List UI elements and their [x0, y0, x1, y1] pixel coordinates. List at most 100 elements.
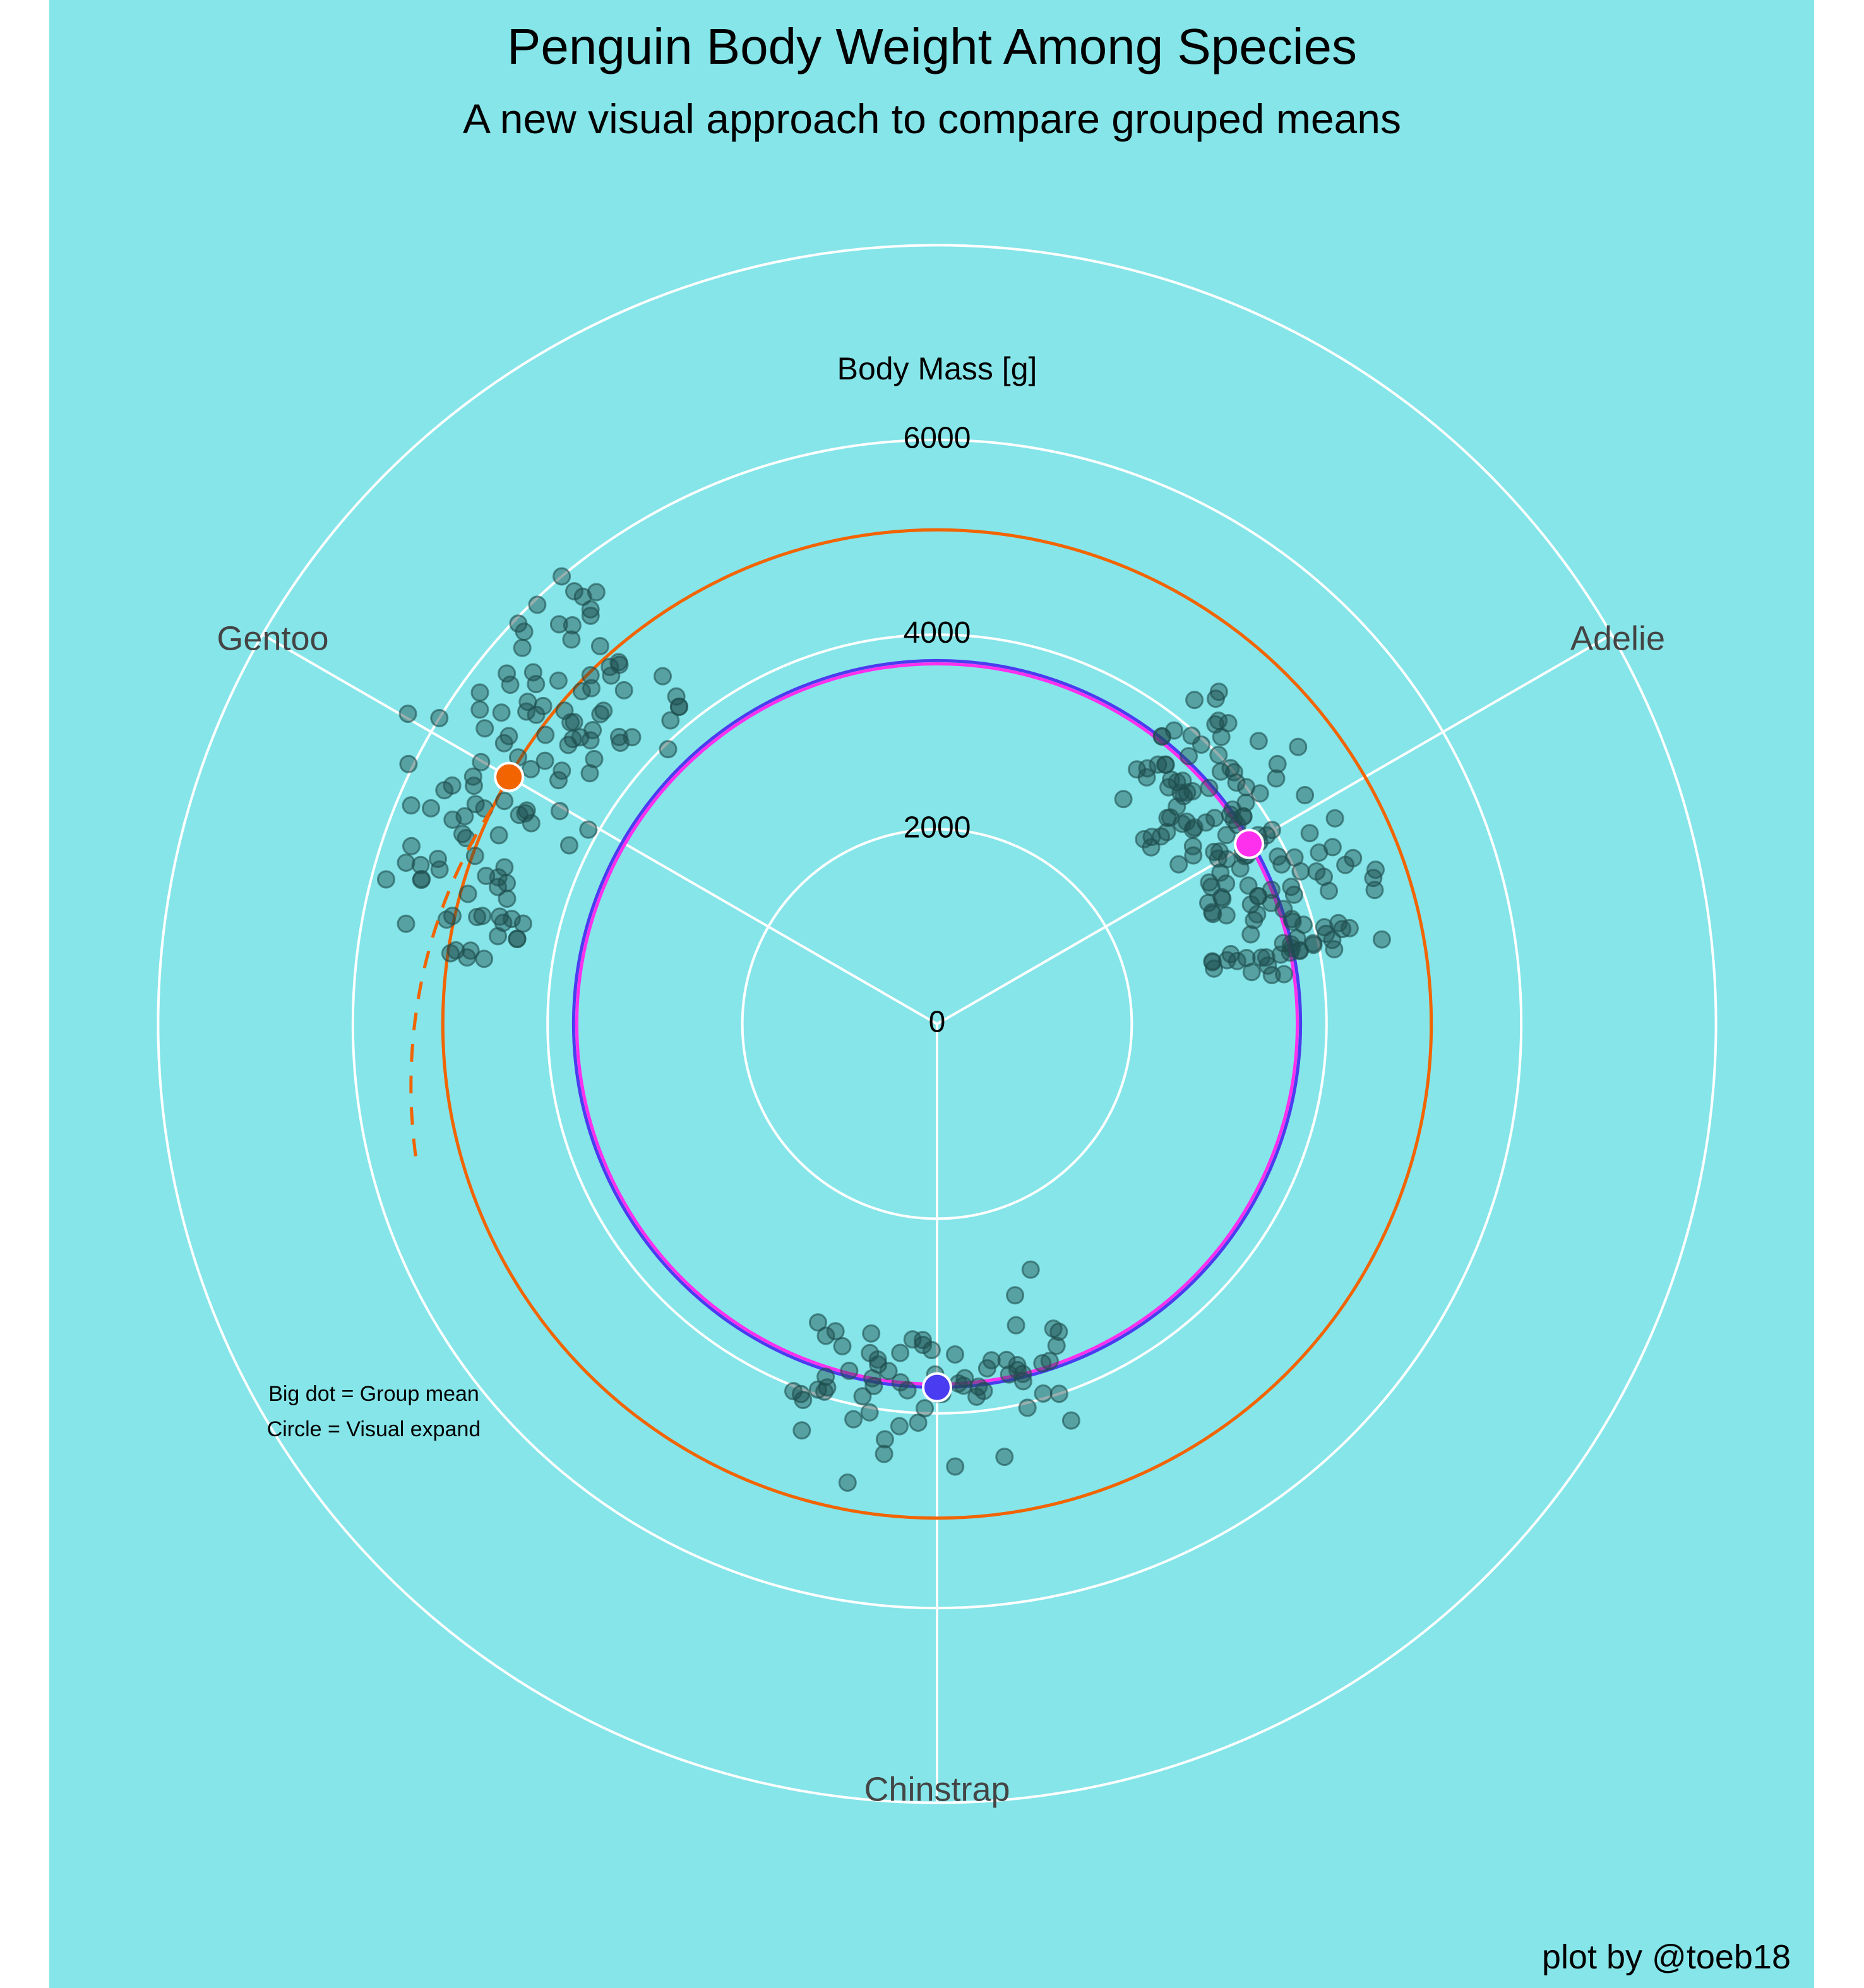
- annotation-line-1: Big dot = Group mean: [268, 1382, 479, 1406]
- data-point-chinstrap: [1013, 1372, 1032, 1391]
- data-point-gentoo: [470, 683, 489, 702]
- data-point-gentoo: [472, 753, 491, 771]
- data-point-gentoo: [560, 836, 578, 855]
- data-point-adelie: [1366, 860, 1385, 879]
- data-point-gentoo: [492, 703, 511, 722]
- data-point-chinstrap: [890, 1417, 909, 1436]
- data-point-chinstrap: [995, 1448, 1014, 1467]
- data-point-gentoo: [562, 630, 581, 649]
- data-point-adelie: [1209, 711, 1228, 730]
- data-point-gentoo: [594, 701, 613, 720]
- data-point-gentoo: [661, 711, 680, 730]
- data-point-adelie: [1138, 759, 1157, 778]
- data-point-gentoo: [458, 884, 477, 903]
- data-point-adelie: [1182, 726, 1201, 745]
- data-point-chinstrap: [946, 1457, 965, 1476]
- data-point-adelie: [1161, 808, 1180, 827]
- data-point-adelie: [1209, 682, 1228, 701]
- data-point-adelie: [1250, 784, 1269, 803]
- data-point-adelie: [1274, 900, 1293, 919]
- grid-spoke-adelie: [936, 633, 1613, 1025]
- data-point-adelie: [1200, 778, 1219, 797]
- data-point-adelie: [1114, 790, 1133, 809]
- data-point-gentoo: [587, 583, 606, 602]
- data-point-adelie: [1241, 925, 1260, 944]
- data-point-gentoo: [581, 606, 600, 625]
- data-point-gentoo: [553, 761, 571, 780]
- mean-dot-adelie: [1234, 828, 1265, 859]
- points-layer: [377, 567, 1391, 1492]
- data-point-gentoo: [468, 908, 487, 926]
- data-point-chinstrap: [838, 1473, 857, 1492]
- data-point-chinstrap: [879, 1362, 898, 1381]
- data-point-adelie: [1282, 878, 1301, 896]
- data-point-adelie: [1162, 770, 1181, 789]
- radial-tick-4000: 4000: [904, 616, 971, 650]
- data-point-adelie: [1180, 747, 1198, 766]
- data-point-chinstrap: [922, 1341, 941, 1359]
- category-label-gentoo: Gentoo: [217, 619, 328, 657]
- data-point-adelie: [1178, 783, 1197, 802]
- data-point-gentoo: [549, 771, 568, 790]
- data-point-gentoo: [466, 795, 485, 814]
- data-point-chinstrap: [840, 1361, 859, 1380]
- data-point-gentoo: [600, 657, 619, 676]
- data-point-gentoo: [581, 731, 600, 750]
- data-point-gentoo: [443, 907, 462, 926]
- data-point-gentoo: [397, 854, 415, 872]
- data-point-adelie: [1168, 797, 1186, 816]
- data-point-gentoo: [667, 687, 686, 706]
- data-point-adelie: [1317, 924, 1335, 943]
- data-point-adelie: [1199, 893, 1217, 912]
- data-point-chinstrap: [792, 1421, 811, 1440]
- data-point-gentoo: [470, 700, 489, 719]
- data-point-gentoo: [402, 796, 421, 815]
- axis-label: Body Mass [g]: [837, 351, 1037, 386]
- data-point-gentoo: [508, 929, 527, 948]
- data-point-adelie: [1142, 828, 1161, 847]
- data-point-gentoo: [397, 914, 415, 933]
- data-point-adelie: [1268, 754, 1287, 773]
- data-point-adelie: [1169, 855, 1188, 874]
- data-point-chinstrap: [1034, 1384, 1053, 1403]
- data-point-chinstrap: [794, 1391, 813, 1409]
- data-point-gentoo: [522, 759, 541, 778]
- data-point-adelie: [1325, 940, 1344, 959]
- chart-subtitle: A new visual approach to compare grouped…: [463, 95, 1401, 142]
- radial-tick-0: 0: [929, 1006, 946, 1039]
- data-point-gentoo: [494, 914, 513, 932]
- data-point-gentoo: [581, 666, 600, 685]
- data-point-adelie: [1197, 813, 1216, 832]
- labels-layer: 0 2000 4000 6000 Body Mass [g] Adelie Chinstra…: [217, 351, 1665, 1808]
- data-point-adelie: [1296, 786, 1315, 804]
- data-point-chinstrap: [1033, 1354, 1052, 1372]
- data-point-chinstrap: [967, 1387, 986, 1406]
- data-point-chinstrap: [891, 1343, 910, 1362]
- data-point-chinstrap: [826, 1322, 845, 1341]
- data-point-gentoo: [477, 866, 496, 885]
- data-point-adelie: [1329, 914, 1348, 932]
- data-point-gentoo: [536, 725, 555, 744]
- data-point-gentoo: [499, 727, 518, 746]
- data-point-chinstrap: [809, 1313, 827, 1332]
- data-point-adelie: [1209, 746, 1228, 765]
- data-point-chinstrap: [875, 1430, 894, 1449]
- data-point-chinstrap: [1049, 1384, 1068, 1403]
- data-point-gentoo: [670, 697, 689, 716]
- data-point-gentoo: [461, 941, 480, 960]
- grid-spoke-gentoo: [261, 633, 938, 1025]
- data-point-gentoo: [399, 754, 418, 773]
- data-point-adelie: [1184, 846, 1203, 865]
- data-point-gentoo: [495, 792, 514, 811]
- data-point-adelie: [1185, 691, 1204, 710]
- data-point-chinstrap: [982, 1351, 1001, 1370]
- data-point-adelie: [1156, 755, 1175, 774]
- data-point-gentoo: [571, 728, 590, 747]
- data-point-adelie: [1177, 812, 1196, 831]
- data-point-chinstrap: [1047, 1336, 1066, 1355]
- data-point-adelie: [1274, 934, 1293, 953]
- data-point-adelie: [1272, 855, 1291, 874]
- data-point-adelie: [1262, 966, 1281, 984]
- data-point-gentoo: [475, 719, 494, 738]
